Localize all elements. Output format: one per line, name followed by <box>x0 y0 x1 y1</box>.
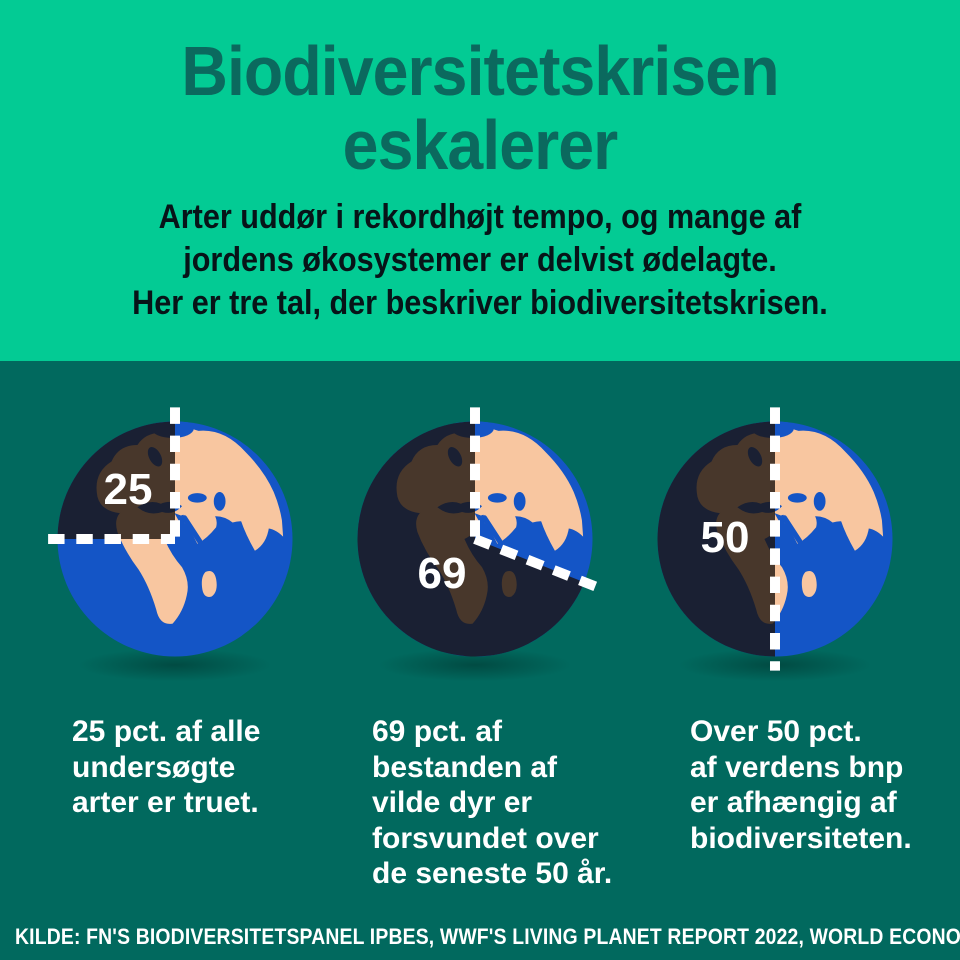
caption-line: bestanden af <box>372 750 558 784</box>
globe-figure-25pct: 25 <box>34 398 316 682</box>
shaded-quarter-wedge <box>57 421 175 539</box>
subtitle-line-1: Arter uddør i rekordhøjt tempo, og mange… <box>158 198 802 236</box>
caption-line: vilde dyr er <box>372 786 533 819</box>
caption-line: 25 pct. af alle <box>72 715 261 748</box>
page-title: Biodiversitetskrisen eskalerer <box>0 0 960 182</box>
shaded-69pct-wedge <box>357 421 585 657</box>
caption-line: af verdens bnp <box>690 750 904 784</box>
title-line-1: Biodiversitetskrisen <box>181 32 779 110</box>
subtitle-line-2: jordens økosystemer er delvist ødelagte. <box>183 241 777 279</box>
subtitle: Arter uddør i rekordhøjt tempo, og mange… <box>0 196 960 325</box>
caption-line: biodiversiteten. <box>690 821 912 855</box>
earth-globe-icon <box>334 407 600 680</box>
globe-figure-69pct: 69 <box>334 398 616 682</box>
caption-line: arter er truet. <box>72 786 259 819</box>
globe-caption-50pct: Over 50 pct. af verdens bnp er afhængig … <box>690 714 950 856</box>
caption-line: de seneste 50 år. <box>372 857 613 890</box>
earth-globe-icon <box>48 407 316 680</box>
caption-line: forsvundet over <box>372 821 599 855</box>
caption-line: Over 50 pct. <box>690 715 862 748</box>
header-section: Biodiversitetskrisen eskalerer Arter udd… <box>0 0 960 361</box>
percent-label-50: 50 <box>700 513 750 562</box>
title-line-2: eskalerer <box>342 106 619 184</box>
globe-caption-25pct: 25 pct. af alle undersøgte arter er true… <box>72 714 332 821</box>
shaded-half-wedge <box>657 421 775 657</box>
caption-line: undersøgte <box>72 750 236 784</box>
subtitle-line-3: Her er tre tal, der beskriver biodiversi… <box>132 284 828 322</box>
percent-label-25: 25 <box>103 465 153 514</box>
caption-line: 69 pct. af <box>372 715 503 748</box>
source-credit: KILDE: FN'S BIODIVERSITETSPANEL IPBES, W… <box>15 924 960 949</box>
globe-caption-69pct: 69 pct. af bestanden af vilde dyr er for… <box>372 714 642 892</box>
dashed-boundary-angled <box>473 534 600 592</box>
globe-figure-50pct: 50 <box>634 398 916 682</box>
percent-label-69: 69 <box>417 549 467 598</box>
earth-globe-icon <box>634 407 916 671</box>
caption-line: er afhængig af <box>690 786 897 819</box>
